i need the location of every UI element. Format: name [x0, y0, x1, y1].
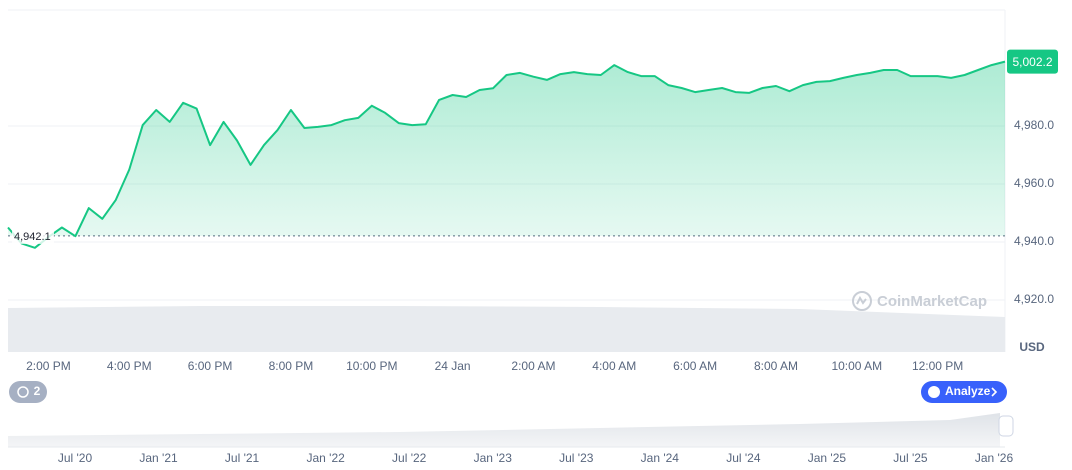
navigator-handle[interactable] — [998, 415, 1014, 437]
y-tick-label: 4,940.0 — [1014, 234, 1054, 248]
x-tick-label: 6:00 AM — [673, 359, 717, 373]
analyze-button[interactable] — [921, 381, 1007, 403]
x-tick-label: 8:00 AM — [754, 359, 798, 373]
x-tick-label: 24 Jan — [435, 359, 471, 373]
analyze-icon — [928, 386, 940, 398]
x-tick-label: 2:00 PM — [26, 359, 71, 373]
baseline-label: 4,942.1 — [14, 231, 51, 243]
volume-area — [8, 306, 1005, 352]
navigator-label: Jul '20 — [58, 451, 93, 465]
x-tick-label: 10:00 AM — [831, 359, 882, 373]
price-line — [7, 60, 1006, 249]
x-tick-label: 6:00 PM — [188, 359, 233, 373]
current-price-badge — [1007, 49, 1058, 74]
baseline-label-bg — [12, 227, 54, 244]
x-tick-label: 4:00 PM — [107, 359, 152, 373]
navigator-label: Jul '24 — [726, 451, 761, 465]
y-tick-label: 4,960.0 — [1014, 176, 1054, 190]
navigator-area — [8, 413, 1000, 447]
y-tick-label: 4,920.0 — [1014, 292, 1054, 306]
volume-band — [8, 306, 1005, 352]
navigator-label: Jan '23 — [474, 451, 513, 465]
navigator-label: Jul '22 — [392, 451, 427, 465]
watermark-icon — [852, 291, 872, 311]
navigator-label: Jul '23 — [559, 451, 594, 465]
x-tick-label: 8:00 PM — [269, 359, 314, 373]
y-tick-label: 4,980.0 — [1014, 118, 1054, 132]
navigator-label: Jan '26 — [975, 451, 1014, 465]
navigator-label: Jan '22 — [306, 451, 345, 465]
navigator-label: Jan '21 — [139, 451, 178, 465]
watermark-icon-mark — [856, 295, 867, 305]
navigator-label: Jul '21 — [225, 451, 260, 465]
x-tick-label: 12:00 PM — [912, 359, 963, 373]
history-count: 2 — [34, 384, 41, 398]
x-tick-label: 2:00 AM — [511, 359, 555, 373]
navigator-label: Jan '24 — [641, 451, 680, 465]
watermark: CoinMarketCap — [877, 293, 987, 310]
current-price-label: 5,002.2 — [1012, 55, 1052, 69]
x-tick-label: 10:00 PM — [346, 359, 397, 373]
navigator-label: Jul '25 — [893, 451, 928, 465]
x-tick-label: 4:00 AM — [592, 359, 636, 373]
currency-label: USD — [1019, 340, 1045, 354]
history-icon — [17, 386, 29, 398]
analyze-label: Analyze — [945, 384, 991, 398]
navigator-label: Jan '25 — [808, 451, 847, 465]
price-area — [8, 61, 1005, 236]
analyze-chevron — [991, 387, 998, 397]
